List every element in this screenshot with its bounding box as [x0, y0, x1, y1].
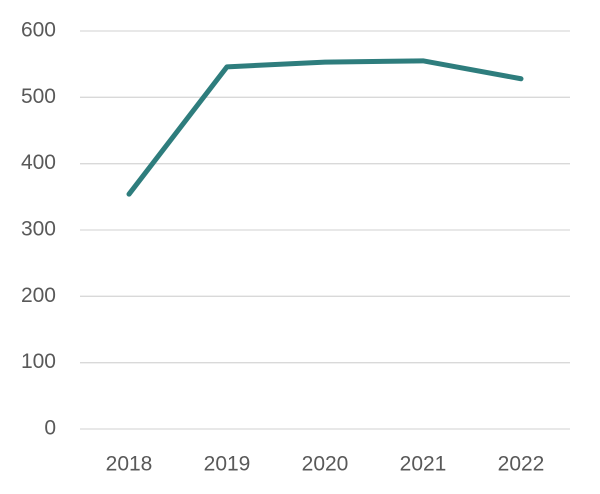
y-tick-label: 400: [21, 151, 56, 174]
y-tick-label: 0: [44, 417, 56, 440]
x-tick-label: 2022: [498, 453, 545, 476]
y-tick-label: 500: [21, 85, 56, 108]
y-tick-label: 100: [21, 350, 56, 373]
y-tick-label: 200: [21, 284, 56, 307]
x-tick-label: 2021: [400, 453, 447, 476]
x-tick-label: 2019: [204, 453, 251, 476]
x-tick-label: 2018: [106, 453, 153, 476]
y-tick-label: 600: [21, 19, 56, 42]
y-tick-label: 300: [21, 218, 56, 241]
x-tick-label: 2020: [302, 453, 349, 476]
data-line: [126, 58, 524, 197]
